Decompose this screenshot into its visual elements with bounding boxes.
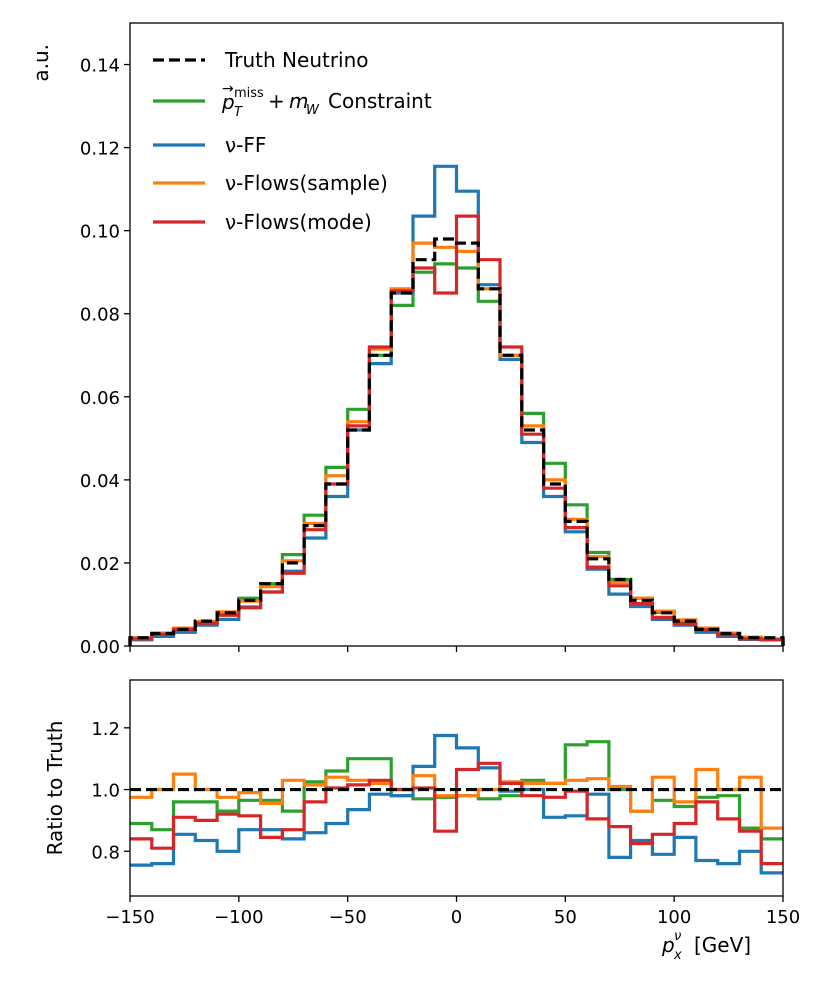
legend-math-sup-miss: miss — [234, 86, 264, 101]
x-axis-label-unit: [GeV] — [694, 933, 751, 957]
main-histogram-panel: 0.00 0.02 0.04 0.06 0.08 0.10 0.12 0.14 a.u. Tr… — [29, 22, 785, 658]
legend-label-constraint: p → T miss + m W Constraint — [221, 81, 432, 120]
x-axis-ticks: −150 −100 −50 0 50 100 150 — [105, 896, 800, 928]
legend-label-nuff: ν-FF — [225, 133, 266, 157]
top-plot-frame — [129, 22, 784, 647]
legend-label-nuflows-mode: ν-Flows(mode) — [225, 210, 372, 234]
x-axis-label-sup-nu: ν — [674, 929, 681, 944]
y-axis-ticks: 0.00 0.02 0.04 0.06 0.08 0.10 0.12 0.14 — [80, 56, 130, 658]
ratio-y-tick-label: 0.8 — [91, 842, 120, 863]
ratio-panel: 0.8 1.0 1.2 −150 −100 −50 0 50 100 150 Ratio to … — [43, 679, 800, 963]
ratio-y-tick-label: 1.2 — [91, 719, 120, 740]
y-tick-label: 0.14 — [80, 56, 120, 77]
ratio-plot-frame — [129, 679, 784, 897]
legend-math-vec-arrow: → — [222, 81, 234, 97]
x-axis-ticks-top-panel — [129, 646, 784, 652]
y-tick-label: 0.12 — [80, 139, 120, 160]
ratio-series-group — [130, 733, 783, 875]
y-tick-label: 0.04 — [80, 471, 120, 492]
y-tick-label: 0.06 — [80, 388, 120, 409]
x-tick-label: 100 — [657, 907, 691, 928]
x-tick-label: −50 — [329, 907, 367, 928]
legend-math-m: m — [289, 89, 308, 113]
x-axis-label: p ν x [GeV] — [661, 929, 751, 963]
legend-math-sub-W: W — [306, 103, 320, 118]
x-tick-label: 0 — [451, 907, 462, 928]
legend-label-constraint-text: Constraint — [328, 89, 432, 113]
legend: Truth Neutrino p → T miss + m W Constrai… — [153, 48, 432, 234]
x-tick-label: 150 — [766, 907, 800, 928]
y-tick-label: 0.02 — [80, 554, 120, 575]
ratio-series-nu-ff — [130, 733, 783, 875]
legend-label-nuflows-sample: ν-Flows(sample) — [225, 171, 388, 195]
legend-math-plus: + — [268, 89, 285, 113]
histogram-series-group — [128, 164, 785, 646]
ratio-y-axis-ticks: 0.8 1.0 1.2 — [91, 719, 130, 863]
y-tick-label: 0.10 — [80, 222, 120, 243]
hist-series-truth-neutrino — [128, 237, 785, 646]
x-axis-label-p: p — [661, 933, 675, 957]
y-tick-label: 0.00 — [80, 637, 120, 658]
ratio-series-nu-flows-mode — [130, 761, 783, 866]
ratio-y-axis-label: Ratio to Truth — [43, 721, 67, 856]
hist-series-ptmiss-mw-constraint — [128, 262, 785, 646]
x-tick-label: 50 — [554, 907, 577, 928]
hist-series-nu-flows-sample — [128, 241, 785, 646]
legend-label-truth: Truth Neutrino — [224, 48, 369, 72]
ratio-y-tick-label: 1.0 — [91, 781, 120, 802]
legend-math-p: p — [221, 90, 235, 114]
x-tick-label: −150 — [105, 907, 154, 928]
legend-math-sub-T: T — [234, 105, 243, 120]
hist-series-nu-flows-mode — [128, 214, 785, 646]
y-tick-label: 0.08 — [80, 305, 120, 326]
x-axis-label-sub-x: x — [673, 948, 682, 963]
y-axis-label: a.u. — [29, 44, 53, 82]
x-tick-label: −100 — [214, 907, 263, 928]
